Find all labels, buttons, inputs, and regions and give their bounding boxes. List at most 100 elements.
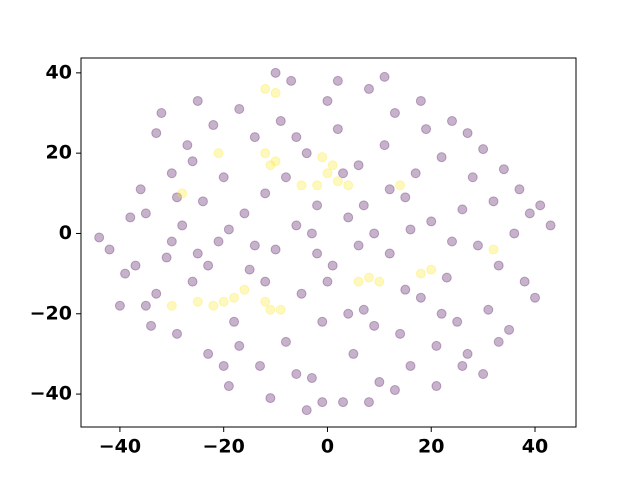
point [239, 284, 250, 295]
x-tick-label: 20 [418, 436, 444, 458]
point [177, 188, 188, 199]
point [436, 308, 447, 319]
point [369, 320, 380, 331]
point [130, 260, 141, 271]
point [312, 248, 323, 259]
point [317, 397, 328, 408]
point [363, 272, 374, 283]
point [306, 228, 317, 239]
point [140, 300, 151, 311]
point [260, 296, 271, 307]
point [384, 184, 395, 195]
point [291, 368, 302, 379]
point [218, 172, 229, 183]
point [171, 192, 182, 203]
point [395, 180, 406, 191]
y-tick-label: −40 [30, 383, 72, 405]
point [280, 336, 291, 347]
point [171, 328, 182, 339]
point [296, 180, 307, 191]
point [223, 381, 234, 392]
point [441, 272, 452, 283]
x-tick-label: −20 [203, 436, 245, 458]
point [208, 120, 219, 131]
point [234, 340, 245, 351]
point [478, 368, 489, 379]
point [332, 124, 343, 135]
point [312, 180, 323, 191]
point [322, 168, 333, 179]
point [332, 176, 343, 187]
point [462, 348, 473, 359]
point [358, 304, 369, 315]
point [94, 232, 105, 243]
point [197, 196, 208, 207]
point [166, 236, 177, 247]
point [192, 95, 203, 106]
point [275, 304, 286, 315]
point [530, 292, 541, 303]
point [436, 152, 447, 163]
point [151, 288, 162, 299]
point [493, 260, 504, 271]
point [452, 316, 463, 327]
point [478, 144, 489, 155]
point [260, 83, 271, 94]
point [218, 296, 229, 307]
point [431, 340, 442, 351]
point [203, 348, 214, 359]
point [519, 276, 530, 287]
point [146, 320, 157, 331]
point [265, 160, 276, 171]
point [483, 304, 494, 315]
point [498, 164, 509, 175]
point [457, 360, 468, 371]
point [524, 208, 535, 219]
point [192, 296, 203, 307]
point [182, 140, 193, 151]
point [369, 228, 380, 239]
point [535, 200, 546, 211]
point [488, 244, 499, 255]
point [270, 244, 281, 255]
point [151, 128, 162, 139]
point [208, 300, 219, 311]
point [249, 132, 260, 143]
point [322, 276, 333, 287]
point [493, 336, 504, 347]
point [363, 83, 374, 94]
point [374, 276, 385, 287]
point [353, 240, 364, 251]
point [260, 276, 271, 287]
point [270, 87, 281, 98]
point [415, 292, 426, 303]
point [343, 308, 354, 319]
point [104, 244, 115, 255]
point [234, 103, 245, 114]
point [421, 124, 432, 135]
point [213, 148, 224, 159]
point [166, 168, 177, 179]
x-tick-label: 0 [321, 436, 334, 458]
point [426, 264, 437, 275]
point [270, 67, 281, 78]
point [509, 228, 520, 239]
point [389, 108, 400, 119]
x-tick-label: 40 [522, 436, 548, 458]
point [265, 304, 276, 315]
point [317, 316, 328, 327]
point [280, 172, 291, 183]
point [431, 381, 442, 392]
point [213, 236, 224, 247]
point [363, 397, 374, 408]
point [374, 377, 385, 388]
point [348, 348, 359, 359]
y-tick-label: 0 [59, 222, 72, 244]
point [353, 160, 364, 171]
point [400, 284, 411, 295]
point [379, 140, 390, 151]
point [166, 300, 177, 311]
point [265, 393, 276, 404]
point [327, 160, 338, 171]
